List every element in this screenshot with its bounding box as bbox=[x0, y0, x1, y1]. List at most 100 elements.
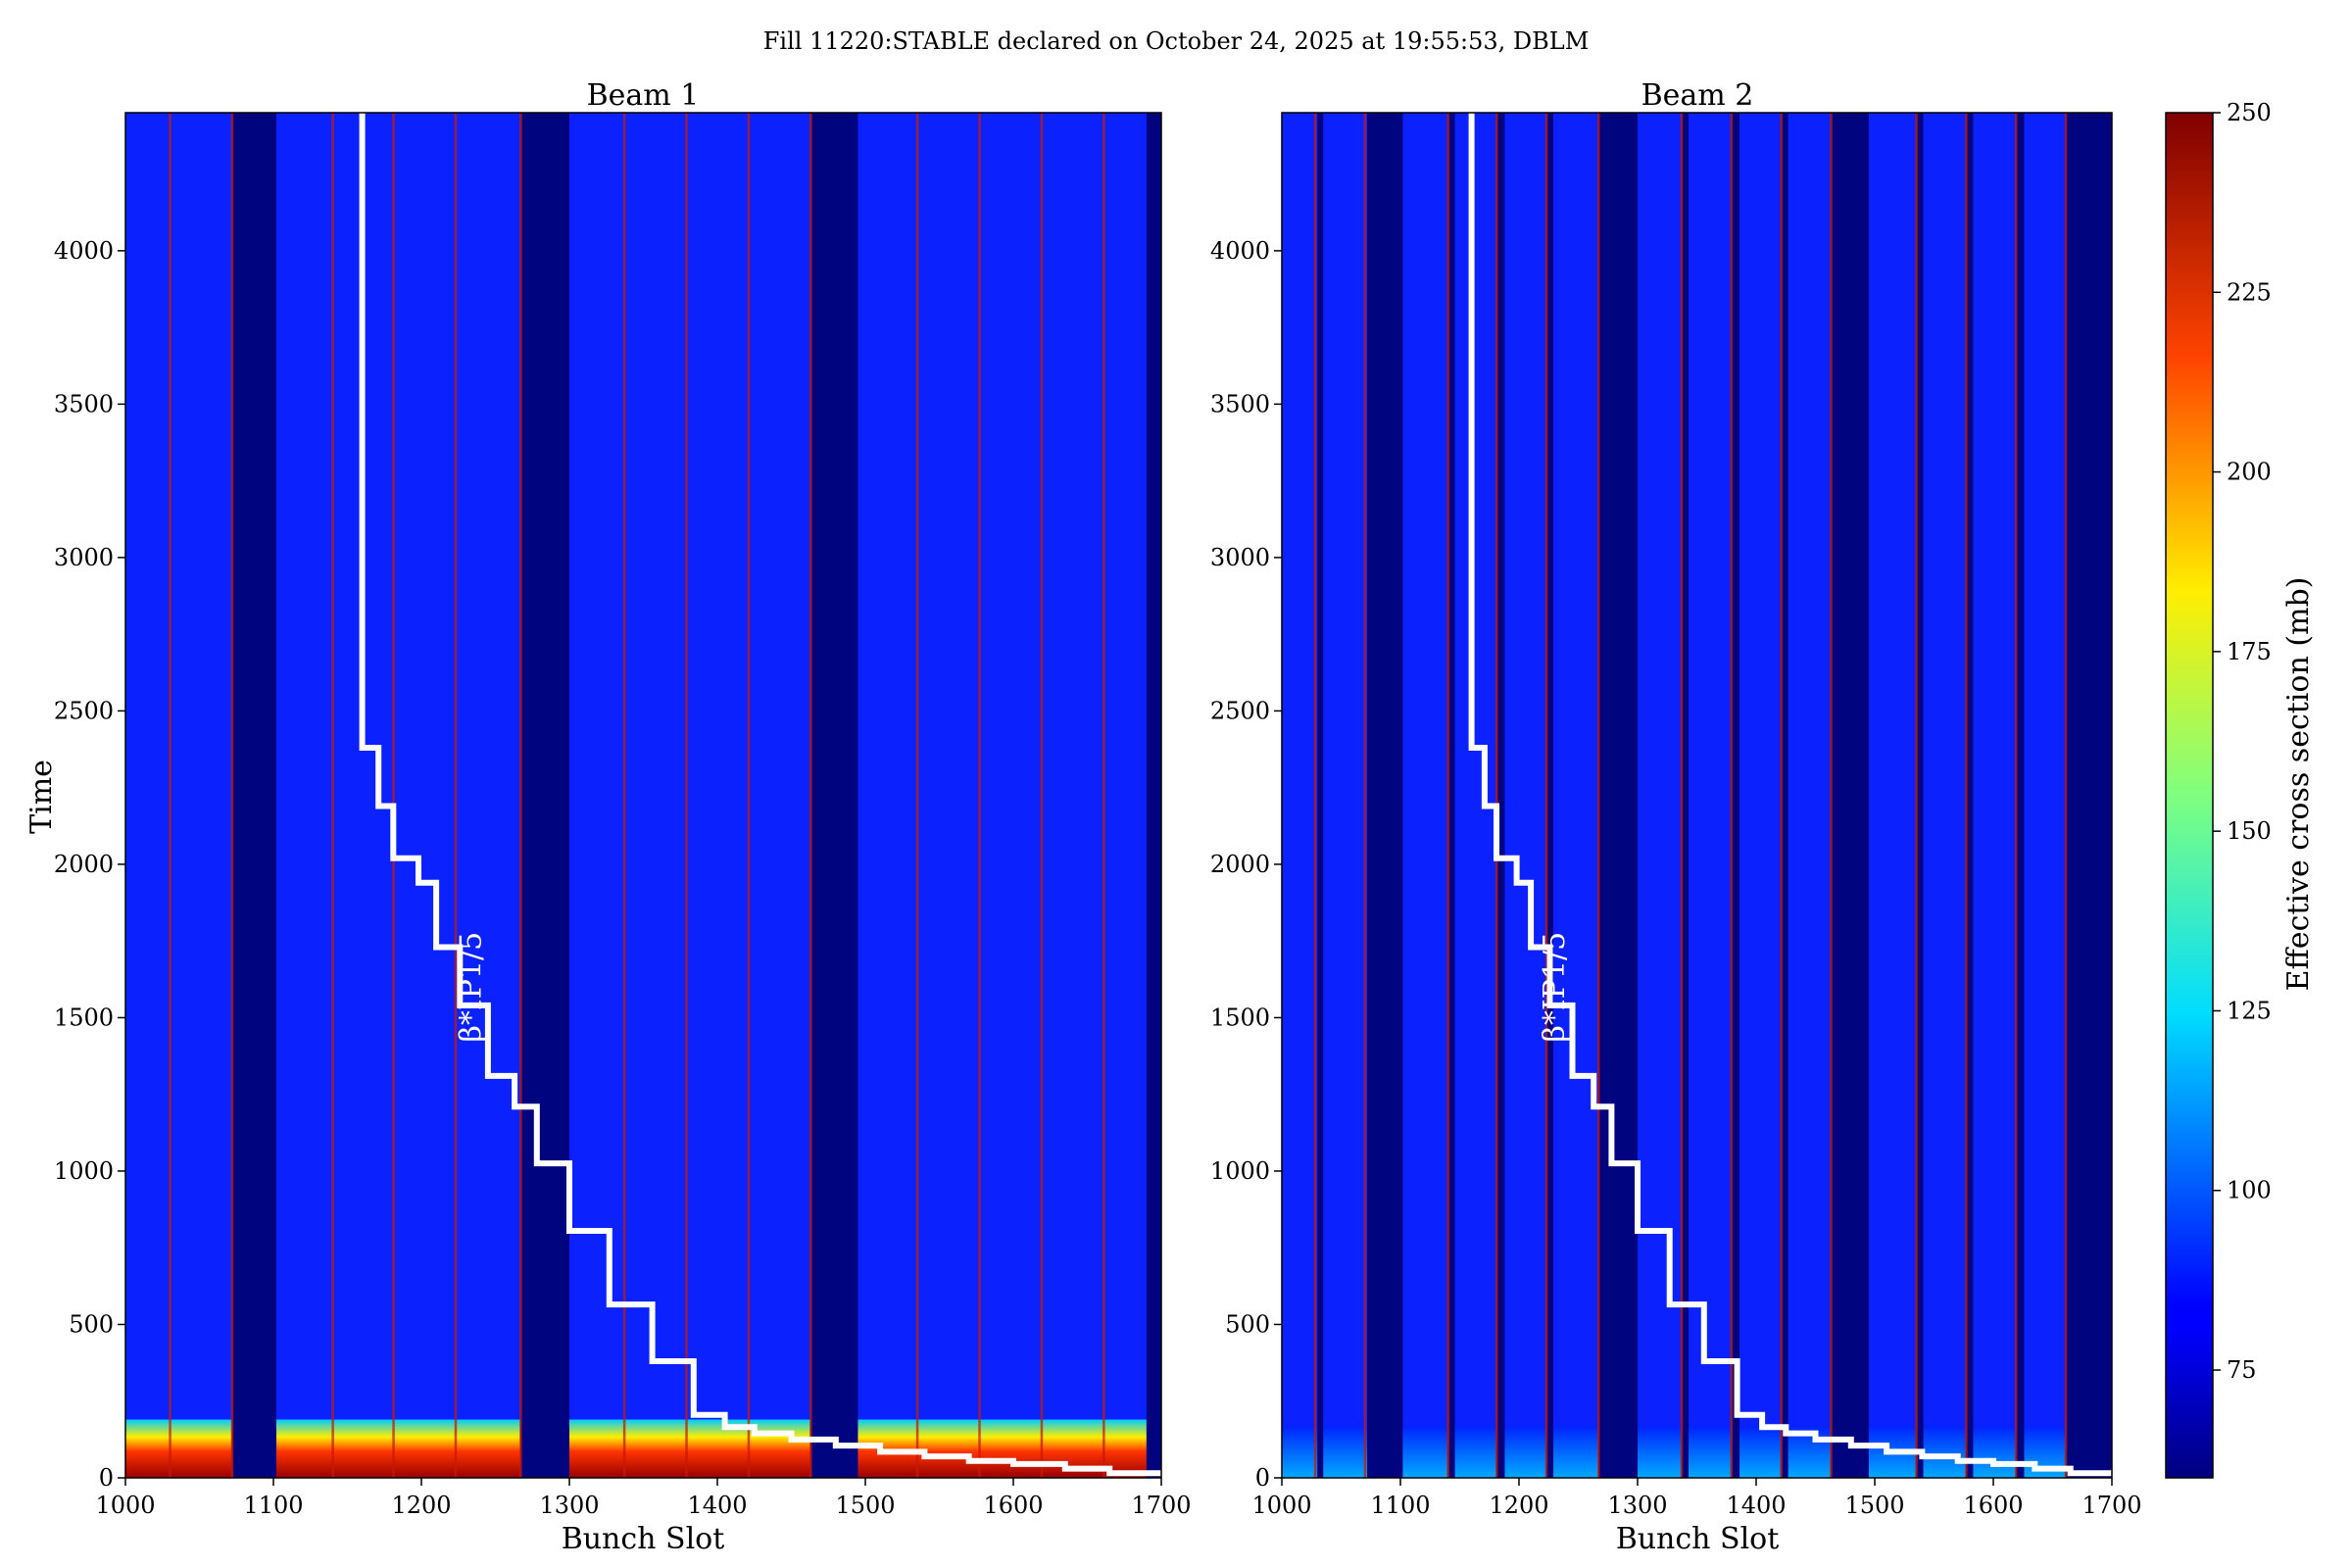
heatmap-empty-slots bbox=[1731, 113, 1740, 1478]
heatmap-empty-slots bbox=[1681, 113, 1690, 1478]
heatmap-high-region bbox=[569, 1419, 811, 1478]
heatmap-empty-slots bbox=[1367, 113, 1403, 1478]
y-tick-label: 4000 bbox=[54, 237, 114, 265]
x-tick-label: 1400 bbox=[687, 1492, 747, 1519]
y-axis-beam-2: 0 500 1000 1500 2000 2500 3000 3500 4000 bbox=[1210, 237, 1282, 1492]
heatmap-high-region bbox=[1689, 1425, 1732, 1478]
annotation-beta-beam-1: β*IP1/5 bbox=[454, 932, 488, 1043]
heatmap-edge-streak bbox=[1363, 113, 1367, 1478]
heatmap-empty-slots bbox=[1545, 113, 1554, 1478]
heatmap-train bbox=[1689, 113, 1732, 1478]
figure-suptitle: Fill 11220:STABLE declared on October 24… bbox=[763, 27, 1590, 55]
y-tick-label: 2500 bbox=[54, 697, 114, 724]
colorbar-label: Effective cross section (mb) bbox=[2281, 577, 2316, 992]
heatmap-train bbox=[1868, 113, 1917, 1478]
heatmap-high-region bbox=[1282, 1425, 1318, 1478]
heatmap-empty-slots bbox=[1916, 113, 1924, 1478]
y-tick-label: 500 bbox=[69, 1310, 114, 1338]
x-axis-label-beam-2: Bunch Slot bbox=[1616, 1522, 1780, 1556]
heatmap-train bbox=[1923, 113, 1967, 1478]
heatmap-edge-streak bbox=[978, 113, 981, 1478]
colorbar-tick-label: 100 bbox=[2227, 1177, 2272, 1204]
y-tick-label: 1500 bbox=[1210, 1004, 1270, 1031]
y-tick-label: 4000 bbox=[1210, 237, 1270, 265]
heatmap-empty-slots bbox=[2015, 113, 2025, 1478]
heatmap-edge-streak bbox=[1544, 113, 1548, 1478]
y-tick-label: 1500 bbox=[54, 1004, 114, 1031]
x-tick-label: 1100 bbox=[1370, 1492, 1430, 1519]
heatmap-edge-streak bbox=[2014, 113, 2018, 1478]
heatmap-train bbox=[569, 113, 811, 1478]
heatmap-beam-2 bbox=[1282, 113, 2112, 1478]
heatmap-high-region bbox=[1402, 1425, 1448, 1478]
heatmap-empty-slots bbox=[1317, 113, 1324, 1478]
heatmap-empty-slots bbox=[520, 113, 569, 1478]
heatmap-high-region bbox=[276, 1419, 521, 1478]
y-tick-label: 3000 bbox=[1210, 544, 1270, 571]
y-tick-label: 500 bbox=[1225, 1310, 1270, 1338]
heatmap-empty-slots bbox=[2065, 113, 2112, 1478]
heatmap-train bbox=[1740, 113, 1782, 1478]
colorbar-tick-label: 250 bbox=[2227, 99, 2272, 126]
x-tick-label: 1600 bbox=[1963, 1492, 2023, 1519]
x-tick-label: 1000 bbox=[95, 1492, 155, 1519]
step-line bbox=[359, 113, 1161, 1477]
heatmap-high-region bbox=[125, 1419, 232, 1478]
heatmap-edge-streak bbox=[1730, 113, 1734, 1478]
heatmap-high-region bbox=[1553, 1425, 1599, 1478]
heatmap-edge-streak bbox=[1040, 113, 1044, 1478]
heatmap-edge-streak bbox=[1780, 113, 1783, 1478]
heatmap-train bbox=[276, 113, 521, 1478]
heatmap-edge-streak bbox=[1495, 113, 1498, 1478]
heatmap-high-region bbox=[1323, 1425, 1368, 1478]
y-tick-label: 3000 bbox=[54, 544, 114, 571]
colorbar-tick-label: 200 bbox=[2227, 459, 2272, 486]
heatmap-empty-slots bbox=[1781, 113, 1788, 1478]
heatmap-beam-1 bbox=[125, 113, 1161, 1478]
heatmap-train bbox=[1454, 113, 1497, 1478]
axes-frame-beam-2 bbox=[1281, 112, 2113, 1479]
colorbar-tick-label: 225 bbox=[2227, 278, 2272, 306]
heatmap-edge-streak bbox=[1313, 113, 1317, 1478]
x-tick-label: 1700 bbox=[2082, 1492, 2141, 1519]
x-tick-label: 1100 bbox=[243, 1492, 303, 1519]
axes-frame-beam-1 bbox=[124, 112, 1162, 1479]
panel-beam-2: Beam 2 β*IP1/5 1000 1100 1200 1300 1400 1500 1… bbox=[1210, 78, 2142, 1556]
heatmap-edge-streak bbox=[1446, 113, 1449, 1478]
y-tick-label: 1000 bbox=[1210, 1157, 1270, 1185]
heatmap-train bbox=[1402, 113, 1448, 1478]
x-axis-label-beam-1: Bunch Slot bbox=[562, 1522, 725, 1556]
heatmap-empty-slots bbox=[1496, 113, 1505, 1478]
y-tick-label: 1000 bbox=[54, 1157, 114, 1185]
x-axis-beam-1: 1000 1100 1200 1300 1400 1500 1600 1700 bbox=[95, 1478, 1192, 1519]
heatmap-train bbox=[125, 113, 232, 1478]
heatmap-empty-slots bbox=[810, 113, 858, 1478]
heatmap-high-region bbox=[1923, 1425, 1967, 1478]
heatmap-train bbox=[1788, 113, 1832, 1478]
heatmap-high-region bbox=[1504, 1425, 1546, 1478]
heatmap-train bbox=[858, 113, 1147, 1478]
heatmap-edge-streak bbox=[230, 113, 234, 1478]
colorbar-tick-label: 125 bbox=[2227, 997, 2272, 1024]
heatmap-edge-streak bbox=[685, 113, 688, 1478]
panel-title-beam-1: Beam 1 bbox=[587, 78, 700, 113]
heatmap-edge-streak bbox=[1965, 113, 1968, 1478]
y-tick-label: 0 bbox=[1255, 1464, 1270, 1492]
heatmap-edge-streak bbox=[392, 113, 395, 1478]
heatmap-empty-slots bbox=[1146, 113, 1161, 1478]
x-tick-label: 1500 bbox=[1844, 1492, 1904, 1519]
heatmap-edge-streak bbox=[1597, 113, 1600, 1478]
x-tick-label: 1300 bbox=[1607, 1492, 1667, 1519]
colorbar-tick-label: 75 bbox=[2227, 1356, 2257, 1384]
heatmap-edge-streak bbox=[519, 113, 522, 1478]
heatmap-edge-streak bbox=[622, 113, 626, 1478]
colorbar-ticks: 75 100 125 150 175 200 225 250 bbox=[2213, 99, 2272, 1384]
colorbar: 75 100 125 150 175 200 225 250 Effective cross … bbox=[2165, 99, 2316, 1479]
heatmap-empty-slots bbox=[1966, 113, 1974, 1478]
colorbar-tick-label: 150 bbox=[2227, 817, 2272, 845]
x-tick-label: 1000 bbox=[1251, 1492, 1311, 1519]
heatmap-edge-streak bbox=[1680, 113, 1684, 1478]
heatmap-high-region bbox=[1740, 1425, 1782, 1478]
heatmap-train bbox=[1282, 113, 1318, 1478]
